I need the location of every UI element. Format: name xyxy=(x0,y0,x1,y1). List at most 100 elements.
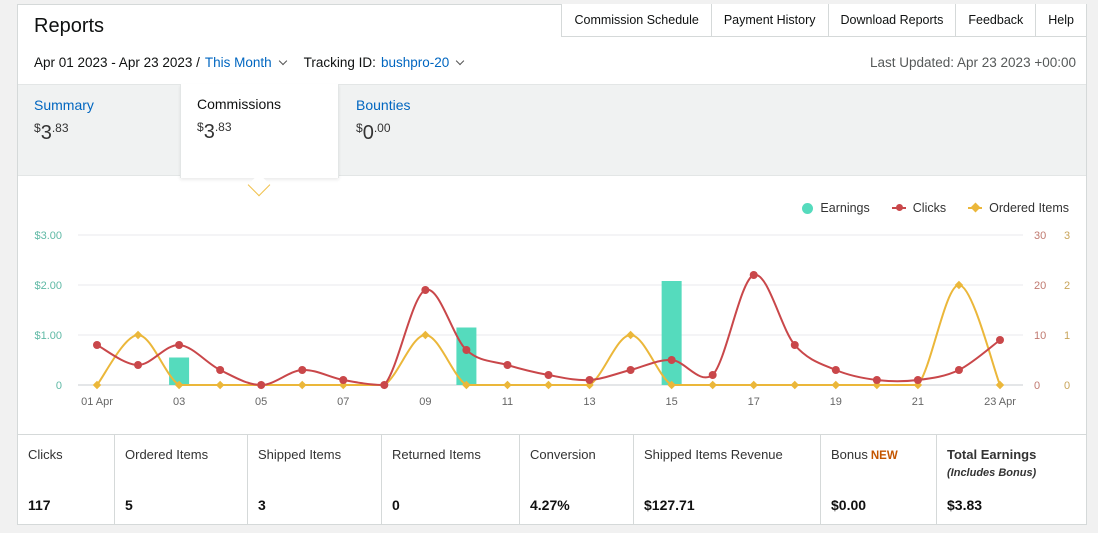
stat-label: Shipped Items Revenue xyxy=(644,447,783,462)
stat-conversion: Conversion 4.27% xyxy=(520,435,634,525)
clicks-point xyxy=(790,341,799,349)
legend-clicks-label: Clicks xyxy=(912,201,947,215)
ordered-items-point xyxy=(667,380,676,390)
stat-value: $0.00 xyxy=(831,497,867,513)
currency-symbol: $ xyxy=(197,120,204,134)
clicks-point xyxy=(298,366,307,374)
clicks-point xyxy=(257,381,266,389)
x-tick-label: 07 xyxy=(337,396,349,408)
tab-commissions[interactable]: Commissions $3.83 xyxy=(180,84,339,178)
ordered-items-point xyxy=(831,380,841,390)
x-tick-label: 21 xyxy=(912,396,924,408)
clicks-line xyxy=(96,273,1001,387)
clicks-point xyxy=(996,336,1004,344)
x-tick-label: 17 xyxy=(748,396,760,408)
stats-row: Clicks 117 Ordered Items 5 Shipped Items… xyxy=(18,434,1086,525)
ordered-items-line xyxy=(96,283,1001,387)
commission-schedule-link[interactable]: Commission Schedule xyxy=(561,4,712,37)
tab-summary-label: Summary xyxy=(34,97,94,113)
legend-clicks[interactable]: Clicks xyxy=(891,201,947,215)
stat-value: 4.27% xyxy=(530,497,570,513)
clicks-point xyxy=(93,341,101,349)
stat-total-earnings: Total Earnings (Includes Bonus) $3.83 xyxy=(937,435,1086,525)
legend-earnings-label: Earnings xyxy=(820,201,870,215)
tab-summary-value: $3.83 xyxy=(34,121,164,143)
tab-commissions-value: $3.83 xyxy=(197,120,322,142)
legend-earnings[interactable]: Earnings xyxy=(802,201,870,215)
top-nav: Commission Schedule Payment History Down… xyxy=(561,4,1087,37)
ordered-items-point xyxy=(708,380,717,390)
stat-clicks: Clicks 117 xyxy=(18,435,115,525)
ordered-items-point xyxy=(215,380,225,390)
ordered-items-point xyxy=(749,380,758,390)
stat-label: Ordered Items xyxy=(125,447,209,462)
earnings-bar xyxy=(169,357,190,385)
pointer-cover xyxy=(243,170,275,178)
tab-bounties[interactable]: Bounties $0.00 xyxy=(340,85,500,177)
ordered-items-point xyxy=(544,380,553,390)
y-tick-label-clicks: 20 xyxy=(1034,280,1046,292)
legend-ordered-items-swatch xyxy=(968,202,983,213)
y-tick-label-items: 1 xyxy=(1064,330,1070,342)
stat-value: $127.71 xyxy=(644,497,695,513)
tab-bounties-value: $0.00 xyxy=(356,121,484,143)
help-link[interactable]: Help xyxy=(1035,4,1087,37)
clicks-point xyxy=(913,376,922,384)
page-title: Reports xyxy=(34,15,105,37)
legend-ordered-items[interactable]: Ordered Items xyxy=(968,201,1069,215)
tab-commissions-label: Commissions xyxy=(197,96,282,112)
x-tick-label: 19 xyxy=(830,396,842,408)
clicks-point xyxy=(708,371,717,379)
amount-cents: .83 xyxy=(51,121,69,135)
new-badge: NEW xyxy=(870,450,898,462)
clicks-point xyxy=(626,366,635,374)
ordered-items-point xyxy=(462,380,471,390)
stat-ordered-items: Ordered Items 5 xyxy=(115,435,248,525)
stat-label: Total Earnings xyxy=(947,447,1037,462)
summary-tabs: Summary $3.83 Commissions $3.83 Bounties… xyxy=(18,84,1086,178)
period-dropdown[interactable]: This Month xyxy=(204,55,272,70)
last-updated: Last Updated: Apr 23 2023 +00:00 xyxy=(869,55,1076,70)
x-tick-label: 11 xyxy=(502,396,513,408)
tracking-id-dropdown[interactable]: bushpro-20 xyxy=(380,55,450,70)
x-tick-label: 05 xyxy=(255,396,267,408)
stat-label: Returned Items xyxy=(392,447,481,462)
clicks-point xyxy=(462,346,471,354)
clicks-point xyxy=(749,271,758,279)
clicks-point xyxy=(380,381,389,389)
ordered-items-point xyxy=(174,380,184,390)
y-tick-label-earnings: 0 xyxy=(56,380,62,392)
clicks-point xyxy=(421,286,430,294)
download-reports-link[interactable]: Download Reports xyxy=(827,4,957,37)
ordered-items-point xyxy=(421,330,430,340)
x-tick-label: 09 xyxy=(419,396,431,408)
x-tick-label: 03 xyxy=(173,396,185,408)
ordered-items-point xyxy=(790,380,800,390)
x-tick-label: 01 Apr xyxy=(81,396,113,408)
x-tick-label: 23 Apr xyxy=(984,396,1016,408)
x-tick-label: 13 xyxy=(583,396,595,408)
reports-panel: Reports Commission Schedule Payment Hist… xyxy=(17,4,1087,525)
y-tick-label-clicks: 30 xyxy=(1034,230,1046,242)
stat-returned-items: Returned Items 0 xyxy=(382,435,520,525)
ordered-items-point xyxy=(626,330,635,340)
tab-summary[interactable]: Summary $3.83 xyxy=(18,85,180,177)
amount-whole: 3 xyxy=(203,121,215,143)
stat-label: Conversion xyxy=(530,447,596,462)
legend-earnings-swatch xyxy=(802,202,814,214)
amount-whole: 0 xyxy=(362,122,374,144)
earnings-bar xyxy=(661,281,682,385)
currency-symbol: $ xyxy=(356,121,363,135)
stat-label: Bonus NEW xyxy=(831,447,898,462)
clicks-point xyxy=(667,356,676,364)
clicks-point xyxy=(872,376,881,384)
ordered-items-point xyxy=(503,380,512,390)
filter-bar: Apr 01 2023 - Apr 23 2023 / This Month T… xyxy=(34,55,475,70)
earnings-chart: $3.00 30 3$2.00 20 2$1.00 10 10 0 001 Apr 03 05 07 0… xyxy=(34,230,1070,408)
payment-history-link[interactable]: Payment History xyxy=(710,4,829,37)
stat-bonus: Bonus NEW $0.00 xyxy=(821,435,937,525)
ordered-items-point xyxy=(954,280,964,290)
amount-whole: 3 xyxy=(40,122,52,144)
ordered-items-point xyxy=(995,380,1005,390)
legend-clicks-swatch xyxy=(891,204,906,211)
